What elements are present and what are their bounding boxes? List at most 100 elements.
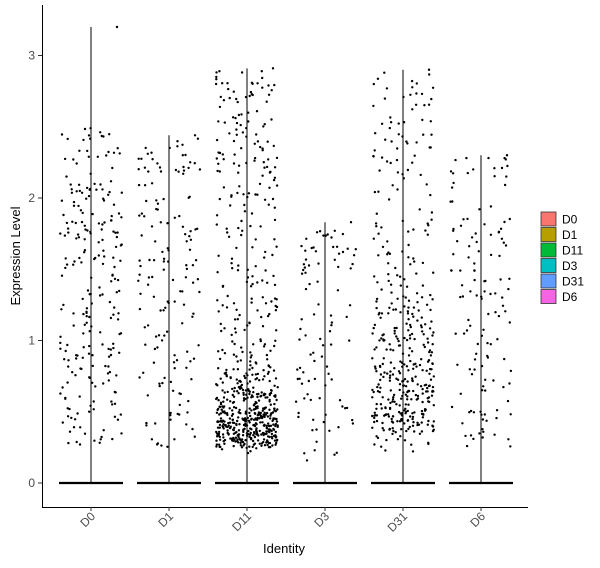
- data-point: [476, 342, 479, 346]
- data-point: [167, 260, 170, 263]
- data-point: [380, 156, 384, 159]
- data-point: [89, 137, 92, 140]
- data-point: [253, 159, 256, 162]
- data-point: [390, 291, 393, 294]
- data-point: [388, 306, 391, 309]
- data-point: [120, 432, 123, 435]
- data-point: [85, 186, 89, 190]
- data-point: [171, 389, 175, 392]
- data-point: [406, 310, 410, 313]
- data-point: [496, 338, 499, 341]
- data-point: [376, 77, 380, 81]
- data-point: [423, 408, 427, 411]
- data-point: [409, 93, 412, 97]
- data-point: [266, 415, 270, 418]
- data-point: [351, 262, 354, 266]
- data-point: [264, 396, 267, 399]
- data-point: [74, 374, 77, 377]
- data-point: [259, 416, 263, 419]
- data-point: [118, 351, 121, 354]
- data-point: [147, 276, 151, 279]
- data-point: [273, 409, 276, 412]
- data-point: [266, 372, 270, 375]
- data-point: [336, 289, 340, 292]
- x-tick-label: D0: [77, 509, 98, 530]
- data-point: [486, 341, 489, 345]
- data-point: [75, 190, 78, 193]
- data-point: [473, 358, 477, 361]
- data-point: [239, 438, 242, 441]
- data-point: [241, 350, 244, 354]
- data-point: [108, 190, 111, 194]
- data-point: [83, 249, 87, 252]
- data-point: [246, 276, 250, 279]
- data-point: [249, 414, 252, 418]
- data-point: [219, 412, 223, 415]
- data-point: [416, 421, 419, 424]
- data-point: [373, 190, 377, 194]
- data-point: [162, 268, 165, 271]
- data-point: [226, 431, 229, 435]
- data-point: [406, 380, 409, 383]
- data-point: [185, 366, 188, 369]
- data-point: [498, 254, 501, 258]
- data-point: [483, 413, 486, 416]
- data-point: [256, 140, 260, 143]
- data-point: [297, 415, 300, 419]
- data-point: [237, 164, 241, 167]
- data-point: [414, 393, 418, 397]
- data-point: [395, 335, 398, 338]
- data-point: [246, 324, 249, 327]
- data-point: [248, 321, 251, 324]
- data-point: [452, 227, 455, 231]
- data-point: [244, 389, 248, 392]
- data-point: [248, 435, 251, 439]
- data-point: [382, 375, 385, 379]
- data-point: [156, 442, 160, 445]
- data-point: [95, 188, 98, 191]
- data-point: [218, 70, 221, 73]
- data-point: [402, 391, 405, 394]
- data-point: [110, 400, 113, 403]
- data-point: [72, 324, 75, 327]
- data-point: [298, 366, 302, 370]
- data-point: [68, 430, 72, 433]
- data-point: [240, 346, 243, 349]
- data-point: [237, 113, 241, 117]
- data-point: [189, 360, 192, 363]
- data-point: [414, 375, 417, 378]
- data-point: [82, 346, 85, 349]
- data-point: [242, 193, 245, 196]
- data-point: [422, 412, 425, 416]
- data-point: [234, 436, 238, 439]
- data-point: [248, 380, 252, 383]
- data-point: [155, 207, 158, 211]
- data-point: [248, 368, 251, 371]
- data-point: [196, 227, 199, 230]
- data-point: [256, 372, 260, 376]
- data-point: [255, 433, 258, 436]
- data-point: [385, 160, 389, 163]
- data-point: [494, 292, 497, 295]
- data-point: [232, 353, 236, 356]
- data-point: [421, 369, 424, 372]
- data-point: [409, 263, 412, 266]
- data-point: [411, 312, 414, 316]
- data-point: [421, 400, 424, 404]
- data-point: [406, 312, 410, 315]
- data-point: [215, 138, 219, 142]
- data-point: [394, 266, 397, 270]
- data-point: [234, 116, 237, 120]
- data-point: [138, 307, 142, 311]
- data-point: [411, 108, 414, 111]
- data-point: [238, 408, 241, 412]
- data-point: [432, 375, 435, 378]
- data-point: [193, 134, 197, 137]
- data-point: [375, 225, 378, 228]
- data-point: [72, 204, 76, 207]
- data-point: [101, 188, 104, 191]
- data-point: [251, 93, 254, 97]
- data-point: [219, 95, 222, 99]
- data-point: [379, 365, 382, 369]
- data-point: [85, 197, 88, 200]
